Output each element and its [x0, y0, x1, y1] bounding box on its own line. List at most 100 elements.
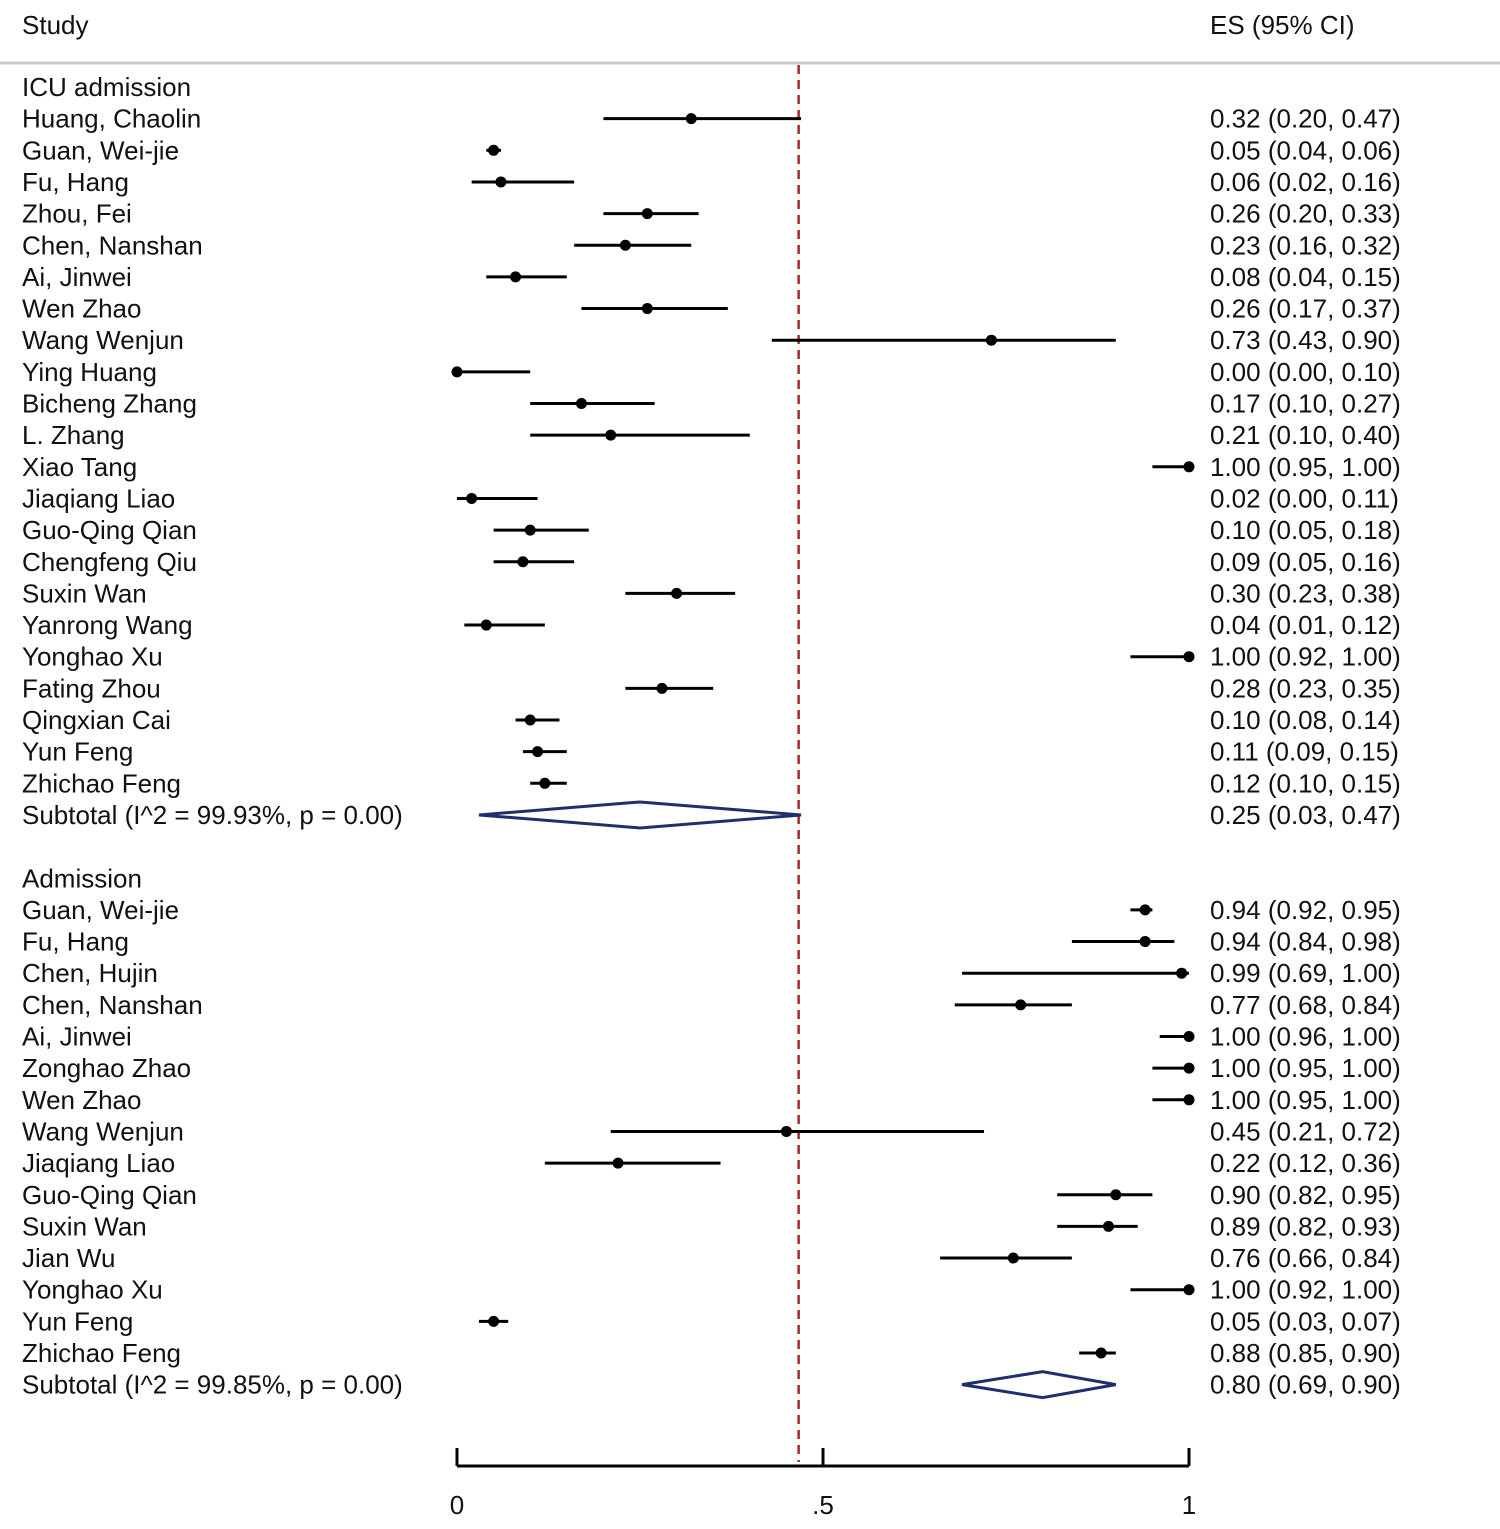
study-label: Chengfeng Qiu — [22, 547, 197, 577]
point-estimate — [532, 746, 544, 758]
x-tick-label: 0 — [450, 1490, 464, 1520]
effect-size-text: 0.05 (0.03, 0.07) — [1210, 1306, 1401, 1336]
effect-size-text: 0.08 (0.04, 0.15) — [1210, 262, 1401, 292]
study-column-header: Study — [22, 10, 89, 40]
effect-size-text: 0.26 (0.17, 0.37) — [1210, 294, 1401, 324]
point-estimate — [1102, 1220, 1114, 1232]
point-estimate — [1183, 1094, 1195, 1106]
study-label: Fating Zhou — [22, 673, 161, 703]
study-label: Zhou, Fei — [22, 199, 132, 229]
effect-size-text: 0.09 (0.05, 0.16) — [1210, 547, 1401, 577]
point-estimate — [1183, 1062, 1195, 1074]
effect-size-text: 1.00 (0.95, 1.00) — [1210, 452, 1401, 482]
effect-size-text: 0.94 (0.92, 0.95) — [1210, 895, 1401, 925]
effect-size-text: 0.11 (0.09, 0.15) — [1210, 737, 1399, 767]
effect-size-text: 0.22 (0.12, 0.36) — [1210, 1148, 1401, 1178]
study-label: L. Zhang — [22, 420, 125, 450]
effect-size-text: 0.04 (0.01, 0.12) — [1210, 610, 1401, 640]
effect-size-text: 0.26 (0.20, 0.33) — [1210, 199, 1401, 229]
study-label: Huang, Chaolin — [22, 104, 201, 134]
study-label: Zhichao Feng — [22, 768, 181, 798]
x-tick-label: .5 — [812, 1490, 834, 1520]
point-estimate — [1095, 1347, 1107, 1359]
subtotal-label: Subtotal (I^2 = 99.93%, p = 0.00) — [22, 800, 403, 830]
point-estimate — [605, 429, 617, 441]
effect-size-text: 0.10 (0.05, 0.18) — [1210, 515, 1401, 545]
study-label: Fu, Hang — [22, 927, 129, 957]
point-estimate — [641, 303, 653, 315]
point-estimate — [488, 1315, 500, 1327]
point-estimate — [524, 714, 536, 726]
study-label: Jian Wu — [22, 1243, 115, 1273]
point-estimate — [517, 556, 529, 568]
study-label: Chen, Nanshan — [22, 990, 203, 1020]
effect-size-text: 0.06 (0.02, 0.16) — [1210, 167, 1401, 197]
point-estimate — [1139, 904, 1151, 916]
study-label: Yonghao Xu — [22, 1275, 163, 1305]
study-label: Suxin Wan — [22, 578, 147, 608]
point-estimate — [656, 682, 668, 694]
x-axis: 0.5 1 — [450, 1448, 1196, 1520]
effect-size-text: 1.00 (0.92, 1.00) — [1210, 642, 1401, 672]
effect-size-text: 0.77 (0.68, 0.84) — [1210, 990, 1401, 1020]
study-label: Qingxian Cai — [22, 705, 171, 735]
effect-size-text: 0.05 (0.04, 0.06) — [1210, 135, 1401, 165]
effect-size-text: 0.21 (0.10, 0.40) — [1210, 420, 1401, 450]
effect-size-text: 1.00 (0.92, 1.00) — [1210, 1275, 1401, 1305]
effect-size-text: 0.30 (0.23, 0.38) — [1210, 578, 1401, 608]
point-estimate — [539, 777, 551, 789]
effect-size-text: 0.12 (0.10, 0.15) — [1210, 768, 1401, 798]
study-label: Wang Wenjun — [22, 1116, 184, 1146]
effect-size-text: 0.94 (0.84, 0.98) — [1210, 927, 1401, 957]
point-estimate — [1183, 651, 1195, 663]
study-label: Zonghao Zhao — [22, 1053, 191, 1083]
effect-size-text: 0.99 (0.69, 1.00) — [1210, 958, 1401, 988]
point-estimate — [1183, 1284, 1195, 1296]
effect-size-text: 1.00 (0.95, 1.00) — [1210, 1085, 1401, 1115]
study-label: Fu, Hang — [22, 167, 129, 197]
study-label: Zhichao Feng — [22, 1338, 181, 1368]
study-label: Guo-Qing Qian — [22, 515, 197, 545]
study-label: Jiaqiang Liao — [22, 483, 175, 513]
study-label: Yonghao Xu — [22, 642, 163, 672]
point-estimate — [575, 398, 587, 409]
study-label: Guo-Qing Qian — [22, 1180, 197, 1210]
effect-size-text: 0.89 (0.82, 0.93) — [1210, 1211, 1401, 1241]
study-label: Guan, Wei-jie — [22, 135, 179, 165]
study-label: Suxin Wan — [22, 1211, 147, 1241]
study-label: Ying Huang — [22, 357, 157, 387]
study-label: Jiaqiang Liao — [22, 1148, 175, 1178]
point-estimate — [985, 334, 997, 346]
effect-size-text: 0.32 (0.20, 0.47) — [1210, 104, 1401, 134]
study-label: Ai, Jinwei — [22, 1022, 132, 1052]
study-label: Xiao Tang — [22, 452, 137, 482]
effect-size-text: 0.45 (0.21, 0.72) — [1210, 1116, 1401, 1146]
study-label: Wang Wenjun — [22, 325, 184, 355]
subtotal-label: Subtotal (I^2 = 99.85%, p = 0.00) — [22, 1370, 403, 1400]
point-estimate — [1176, 967, 1188, 979]
effect-size-text: 0.02 (0.00, 0.11) — [1210, 483, 1399, 513]
effect-size-text: 0.17 (0.10, 0.27) — [1210, 389, 1401, 419]
es-column-header: ES (95% CI) — [1210, 10, 1355, 40]
point-estimate — [451, 366, 463, 378]
point-estimate — [1015, 999, 1027, 1011]
study-label: Wen Zhao — [22, 1085, 141, 1115]
point-estimate — [524, 524, 536, 536]
study-label: Yun Feng — [22, 737, 133, 767]
study-label: Ai, Jinwei — [22, 262, 132, 292]
effect-size-text: 1.00 (0.95, 1.00) — [1210, 1053, 1401, 1083]
study-label: Yanrong Wang — [22, 610, 193, 640]
effect-size-text: 0.28 (0.23, 0.35) — [1210, 673, 1401, 703]
point-estimate — [466, 492, 478, 504]
study-label: Wen Zhao — [22, 294, 141, 324]
study-label: Yun Feng — [22, 1306, 133, 1336]
subtotal-effect-size-text: 0.80 (0.69, 0.90) — [1210, 1370, 1401, 1400]
subtotal-diamond — [961, 1370, 1117, 1400]
point-estimate — [780, 1125, 792, 1137]
effect-size-text: 0.88 (0.85, 0.90) — [1210, 1338, 1401, 1368]
point-estimate — [671, 587, 683, 599]
x-tick-label: 1 — [1182, 1490, 1196, 1520]
point-estimate — [619, 239, 631, 251]
